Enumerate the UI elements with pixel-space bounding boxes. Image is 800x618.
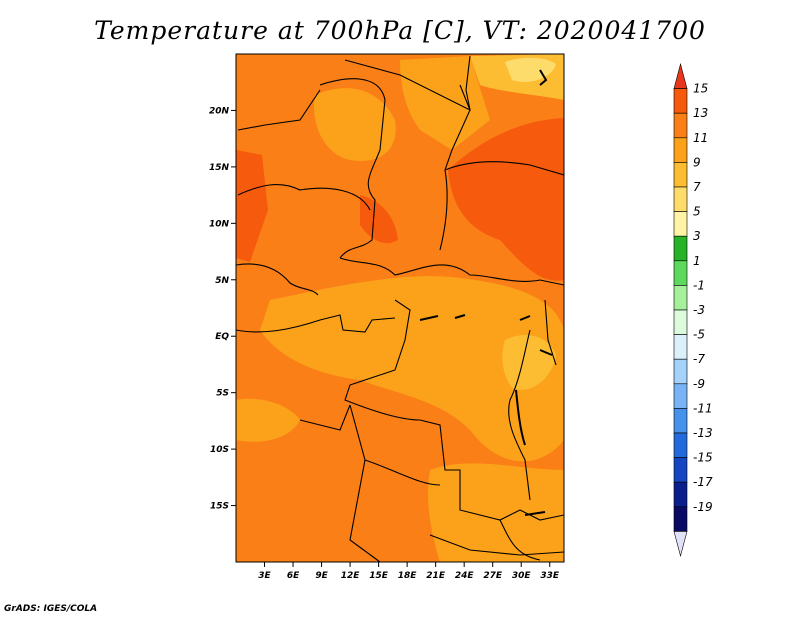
colorbar-label: -5 bbox=[693, 328, 705, 342]
colorbar-label: -13 bbox=[693, 426, 713, 440]
field-13-15-west bbox=[236, 150, 268, 262]
colorbar-swatch bbox=[673, 235, 688, 262]
lon-tick-label: 15E bbox=[369, 571, 389, 581]
colorbar-label: 7 bbox=[693, 180, 701, 194]
colorbar-swatch bbox=[673, 285, 688, 311]
colorbar-label: -3 bbox=[693, 303, 705, 317]
colorbar-swatch bbox=[673, 162, 688, 188]
colorbar-swatch bbox=[673, 408, 688, 434]
field-9-11-central bbox=[260, 276, 564, 462]
colorbar-label: 5 bbox=[693, 205, 701, 219]
lon-tick-label: 3E bbox=[258, 571, 271, 581]
lat-tick-label: 20N bbox=[209, 106, 230, 116]
colorbar-swatch bbox=[673, 137, 688, 163]
lat-tick-label: 10S bbox=[210, 445, 229, 455]
colorbar-label: -19 bbox=[693, 500, 713, 514]
colorbar-swatch bbox=[673, 506, 688, 532]
colorbar-label: 3 bbox=[693, 229, 701, 243]
lat-tick-label: 5S bbox=[216, 389, 229, 399]
lat-tick-label: 5N bbox=[215, 276, 229, 286]
colorbar-label: -7 bbox=[693, 352, 705, 366]
field-7-9-lakes bbox=[502, 335, 556, 390]
lon-tick-label: 33E bbox=[540, 571, 560, 581]
lat-tick-label: EQ bbox=[215, 332, 229, 342]
colorbar-top-triangle bbox=[673, 62, 688, 89]
field-9-11-north bbox=[314, 88, 396, 161]
colorbar-swatch bbox=[673, 383, 688, 409]
lon-tick-label: 24E bbox=[455, 571, 475, 581]
colorbar-swatch bbox=[673, 260, 688, 286]
colorbar-label: -11 bbox=[693, 401, 713, 415]
lon-tick-label: 21E bbox=[426, 571, 446, 581]
lon-tick-label: 6E bbox=[287, 571, 300, 581]
colorbar-swatch bbox=[673, 457, 688, 483]
plot-frame bbox=[235, 53, 565, 563]
longitude-axis: 3E 6E 9E 12E 15E 18E 21E 24E 27E 30E 33E bbox=[258, 562, 560, 581]
colorbar-swatch bbox=[673, 432, 688, 458]
temperature-field bbox=[236, 54, 564, 562]
field-13-15-center bbox=[360, 195, 398, 244]
lon-tick-label: 18E bbox=[398, 571, 418, 581]
colorbar-label: 1 bbox=[693, 254, 701, 268]
map-title: Temperature at 700hPa [C], VT: 202004170… bbox=[94, 16, 706, 45]
colorbar-swatch bbox=[673, 358, 688, 385]
colorbar-label: 15 bbox=[693, 82, 708, 96]
coastlines-lakes bbox=[419, 69, 553, 516]
lon-tick-label: 30E bbox=[512, 571, 532, 581]
colorbar-label: 13 bbox=[693, 106, 708, 120]
colorbar-swatch bbox=[673, 88, 688, 114]
colorbar: 15 13 11 9 7 5 3 1 -1 -3 -5 -7 -9 -11 -13 -15 -17 -19 bbox=[673, 62, 713, 558]
colorbar-swatch bbox=[673, 334, 688, 360]
colorbar-label: -9 bbox=[693, 377, 705, 391]
grads-credit: GrADS: IGES/COLA bbox=[4, 604, 98, 614]
colorbar-label: -17 bbox=[693, 475, 713, 489]
lat-tick-label: 10N bbox=[209, 219, 230, 229]
colorbar-swatch bbox=[673, 112, 688, 139]
field-9-11-south bbox=[428, 463, 564, 562]
colorbar-label: 9 bbox=[693, 155, 701, 169]
lat-tick-label: 15S bbox=[210, 502, 229, 512]
field-13-15-east bbox=[448, 118, 564, 281]
colorbar-label: -1 bbox=[693, 278, 705, 292]
latitude-axis: 20N 15N 10N 5N EQ 5S 10S 15S bbox=[209, 106, 236, 512]
lon-tick-label: 27E bbox=[483, 571, 503, 581]
lon-tick-label: 12E bbox=[341, 571, 361, 581]
colorbar-swatch bbox=[673, 186, 688, 212]
colorbar-swatch bbox=[673, 309, 688, 335]
colorbar-swatch bbox=[673, 481, 688, 508]
field-9-11-sw bbox=[236, 398, 300, 442]
lat-tick-label: 15N bbox=[209, 163, 230, 173]
colorbar-bottom-triangle bbox=[673, 531, 688, 558]
lon-tick-label: 9E bbox=[315, 571, 328, 581]
colorbar-label: -15 bbox=[693, 451, 713, 465]
colorbar-swatch bbox=[673, 211, 688, 237]
colorbar-label: 11 bbox=[693, 131, 708, 145]
country-borders bbox=[236, 55, 564, 562]
